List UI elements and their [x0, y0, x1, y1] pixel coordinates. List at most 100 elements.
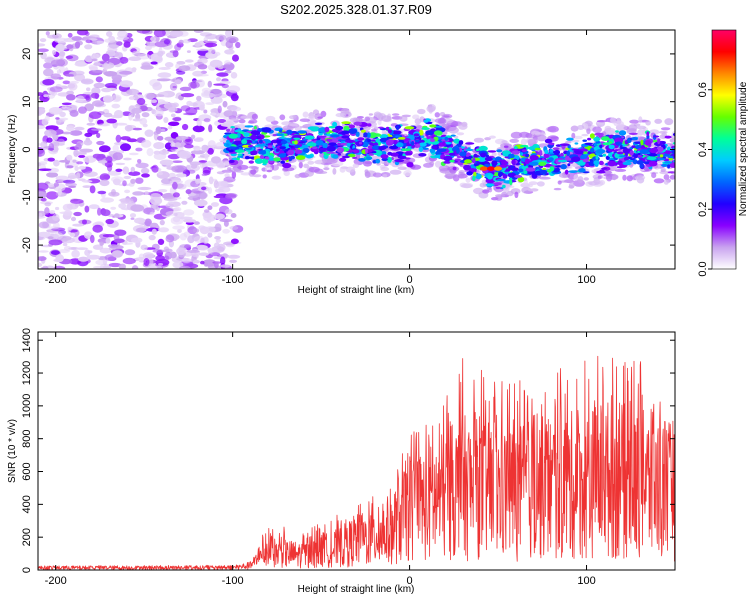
spectrogram-noise-cell — [171, 160, 183, 163]
spectrogram-signal-cell — [560, 164, 567, 170]
spectrogram-noise-cell — [86, 254, 101, 260]
spectrogram-halo-cell — [592, 126, 602, 133]
spectrogram-noise-cell — [55, 175, 69, 181]
spectrogram-noise-cell — [135, 227, 147, 233]
spectrogram-noise-cell — [157, 135, 164, 141]
spectrogram-halo-cell — [381, 115, 392, 122]
spectrogram-noise-cell — [93, 62, 103, 66]
spectrogram-noise-cell — [153, 30, 166, 38]
spectrogram-noise-cell — [140, 65, 154, 70]
spectrogram-signal-cell — [352, 156, 358, 159]
spectrogram-noise-cell — [158, 263, 164, 266]
spectrogram-noise-cell — [156, 265, 162, 269]
spectrogram-signal-cell — [421, 127, 430, 130]
spectrogram-signal-cell — [353, 121, 363, 126]
spectrogram-noise-cell — [177, 229, 182, 233]
spectrogram-halo-cell — [262, 174, 267, 179]
spectrogram-noise-cell — [132, 127, 143, 131]
spectrogram-noise-cell — [69, 232, 76, 237]
spectrogram-noise-cell — [172, 117, 182, 122]
spectrogram-signal-cell — [496, 178, 506, 182]
spectrogram-signal-cell — [339, 157, 347, 162]
snr-xtick-label: 100 — [577, 575, 595, 587]
spectrogram-signal-cell — [521, 164, 527, 171]
spectrogram-noise-cell — [163, 39, 171, 45]
spectrogram-halo-cell — [547, 125, 559, 133]
spectrogram-signal-cell — [367, 139, 372, 143]
spectrogram-noise-cell — [215, 34, 227, 41]
spectrogram-noise-cell — [48, 226, 59, 230]
spectrogram-signal-cell — [646, 131, 650, 137]
spectrogram-halo-cell — [221, 169, 234, 173]
spectrogram-noise-cell — [45, 125, 59, 131]
spectrogram-signal-cell — [622, 148, 630, 154]
spectrogram-noise-cell — [105, 87, 117, 91]
spectrogram-signal-cell — [672, 155, 675, 158]
spectrogram-noise-cell — [103, 62, 109, 71]
spectrogram-noise-cell — [207, 147, 214, 155]
spectrogram-halo-cell — [345, 166, 356, 173]
spectrogram-noise-cell — [78, 154, 86, 158]
spectrogram-noise-cell — [203, 209, 210, 213]
spectrogram-halo-cell — [571, 132, 576, 139]
spectrogram-noise-cell — [144, 129, 154, 137]
spectrogram-halo-cell — [380, 166, 390, 172]
spectrogram-signal-cell — [528, 146, 536, 151]
spectrogram-noise-cell — [184, 59, 194, 63]
spectrogram-signal-cell — [398, 137, 406, 140]
spectrogram-signal-cell — [385, 139, 396, 144]
spectrogram-noise-cell — [47, 236, 54, 240]
spectrogram-signal-cell — [355, 131, 360, 137]
spectrogram-halo-cell — [527, 183, 533, 188]
spectrogram-signal-cell — [548, 142, 555, 146]
spectrogram-noise-cell — [96, 140, 105, 146]
spectrogram-signal-cell — [280, 140, 288, 145]
spectrogram-signal-cell — [397, 155, 407, 160]
spectrogram-signal-cell — [664, 135, 672, 139]
spectrogram-noise-cell — [220, 264, 231, 268]
spectrogram-noise-cell — [214, 188, 225, 193]
spectrogram-halo-cell — [381, 130, 387, 135]
snr-ytick-label: 1400 — [21, 328, 33, 352]
spectrogram-signal-cell — [624, 159, 635, 163]
spectrogram-signal-cell — [395, 142, 404, 148]
spectrogram-noise-cell — [178, 65, 191, 72]
spectrogram-signal-cell — [389, 145, 399, 150]
spectrogram-noise-cell — [99, 241, 104, 246]
spectrogram-noise-cell — [104, 38, 116, 43]
spectrogram-noise-cell — [103, 71, 118, 77]
spectrogram-signal-cell — [618, 155, 627, 158]
spectrogram-halo-cell — [664, 118, 674, 126]
spectrogram-noise-cell — [201, 186, 207, 191]
spectrogram-signal-cell — [287, 149, 295, 156]
spectrogram-noise-cell — [105, 218, 114, 225]
spectrogram-signal-cell — [294, 140, 298, 145]
spectrogram-signal-cell — [480, 152, 487, 158]
spectrogram-noise-cell — [90, 234, 95, 244]
spectrogram-signal-cell — [318, 147, 328, 151]
spectrogram-noise-cell — [104, 254, 116, 261]
spectrogram-noise-cell — [70, 216, 77, 222]
spectrogram-signal-cell — [458, 140, 464, 145]
spectrogram-noise-cell — [179, 86, 192, 92]
spectrogram-noise-cell — [207, 205, 213, 210]
spectrogram-noise-cell — [190, 134, 196, 140]
spectrogram-halo-cell — [670, 138, 675, 143]
spectrogram-halo-cell — [413, 146, 421, 152]
spectrogram-noise-cell — [185, 189, 192, 195]
spectrogram-noise-cell — [56, 69, 62, 75]
spectrogram-halo-cell — [484, 137, 491, 141]
spectrogram-halo-cell — [573, 135, 583, 140]
spectrogram-signal-cell — [566, 150, 570, 156]
spectrogram-noise-cell — [175, 135, 189, 141]
spectrogram-signal-cell — [330, 134, 340, 138]
spectrogram-noise-cell — [118, 263, 126, 269]
spectrogram-noise-cell — [169, 30, 184, 38]
spectrogram-noise-cell — [202, 236, 209, 245]
spectrogram-noise-cell — [129, 213, 137, 218]
spectrogram-halo-cell — [372, 172, 383, 178]
spectrogram-noise-cell — [69, 80, 79, 84]
spectrogram-noise-cell — [81, 78, 94, 85]
spectrogram-signal-cell — [632, 159, 638, 165]
